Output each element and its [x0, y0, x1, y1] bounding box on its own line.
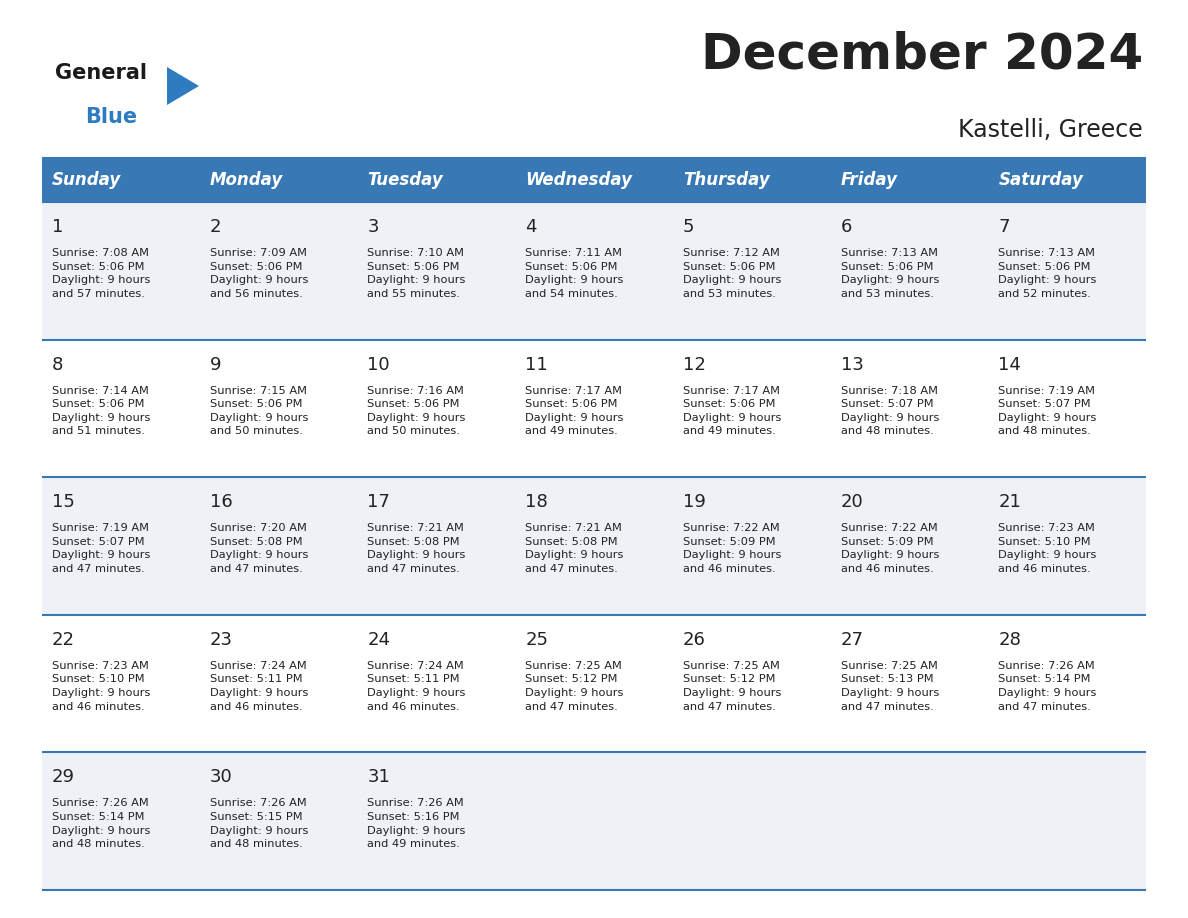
Bar	[42, 340, 1146, 477]
Text: Blue: Blue	[86, 107, 137, 127]
Text: 15: 15	[52, 493, 75, 511]
Text: 7: 7	[998, 218, 1010, 236]
Text: Sunrise: 7:15 AM
Sunset: 5:06 PM
Daylight: 9 hours
and 50 minutes.: Sunrise: 7:15 AM Sunset: 5:06 PM Dayligh…	[210, 386, 308, 436]
Text: Saturday: Saturday	[998, 171, 1083, 189]
Text: 3: 3	[367, 218, 379, 236]
Text: Sunrise: 7:22 AM
Sunset: 5:09 PM
Daylight: 9 hours
and 46 minutes.: Sunrise: 7:22 AM Sunset: 5:09 PM Dayligh…	[683, 523, 782, 574]
Text: 1: 1	[52, 218, 63, 236]
Text: December 2024: December 2024	[701, 30, 1143, 78]
Text: 12: 12	[683, 355, 706, 374]
Text: 21: 21	[998, 493, 1022, 511]
Text: 9: 9	[210, 355, 221, 374]
Text: 14: 14	[998, 355, 1022, 374]
Text: 17: 17	[367, 493, 391, 511]
Text: 22: 22	[52, 631, 75, 649]
Polygon shape	[168, 67, 200, 105]
Text: 18: 18	[525, 493, 548, 511]
Text: Sunrise: 7:11 AM
Sunset: 5:06 PM
Daylight: 9 hours
and 54 minutes.: Sunrise: 7:11 AM Sunset: 5:06 PM Dayligh…	[525, 248, 624, 298]
Text: Sunrise: 7:26 AM
Sunset: 5:15 PM
Daylight: 9 hours
and 48 minutes.: Sunrise: 7:26 AM Sunset: 5:15 PM Dayligh…	[210, 799, 308, 849]
Text: 6: 6	[841, 218, 852, 236]
Text: Sunrise: 7:23 AM
Sunset: 5:10 PM
Daylight: 9 hours
and 46 minutes.: Sunrise: 7:23 AM Sunset: 5:10 PM Dayligh…	[998, 523, 1097, 574]
Text: Sunrise: 7:12 AM
Sunset: 5:06 PM
Daylight: 9 hours
and 53 minutes.: Sunrise: 7:12 AM Sunset: 5:06 PM Dayligh…	[683, 248, 782, 298]
Text: Sunrise: 7:21 AM
Sunset: 5:08 PM
Daylight: 9 hours
and 47 minutes.: Sunrise: 7:21 AM Sunset: 5:08 PM Dayligh…	[367, 523, 466, 574]
Text: Sunrise: 7:10 AM
Sunset: 5:06 PM
Daylight: 9 hours
and 55 minutes.: Sunrise: 7:10 AM Sunset: 5:06 PM Dayligh…	[367, 248, 466, 298]
Bar	[42, 158, 1146, 202]
Text: 23: 23	[210, 631, 233, 649]
Bar	[42, 753, 1146, 890]
Text: 31: 31	[367, 768, 391, 787]
Text: 30: 30	[210, 768, 233, 787]
Text: 13: 13	[841, 355, 864, 374]
Text: Sunrise: 7:17 AM
Sunset: 5:06 PM
Daylight: 9 hours
and 49 minutes.: Sunrise: 7:17 AM Sunset: 5:06 PM Dayligh…	[525, 386, 624, 436]
Text: Sunrise: 7:24 AM
Sunset: 5:11 PM
Daylight: 9 hours
and 46 minutes.: Sunrise: 7:24 AM Sunset: 5:11 PM Dayligh…	[210, 661, 308, 711]
Text: 27: 27	[841, 631, 864, 649]
Text: Sunrise: 7:20 AM
Sunset: 5:08 PM
Daylight: 9 hours
and 47 minutes.: Sunrise: 7:20 AM Sunset: 5:08 PM Dayligh…	[210, 523, 308, 574]
Text: 24: 24	[367, 631, 391, 649]
Text: General: General	[55, 63, 147, 83]
Text: 25: 25	[525, 631, 548, 649]
Text: 10: 10	[367, 355, 390, 374]
Bar	[42, 202, 1146, 340]
Bar	[42, 615, 1146, 753]
Text: Sunrise: 7:16 AM
Sunset: 5:06 PM
Daylight: 9 hours
and 50 minutes.: Sunrise: 7:16 AM Sunset: 5:06 PM Dayligh…	[367, 386, 466, 436]
Text: Sunrise: 7:26 AM
Sunset: 5:14 PM
Daylight: 9 hours
and 47 minutes.: Sunrise: 7:26 AM Sunset: 5:14 PM Dayligh…	[998, 661, 1097, 711]
Text: Sunrise: 7:26 AM
Sunset: 5:14 PM
Daylight: 9 hours
and 48 minutes.: Sunrise: 7:26 AM Sunset: 5:14 PM Dayligh…	[52, 799, 151, 849]
Text: 28: 28	[998, 631, 1022, 649]
Text: 19: 19	[683, 493, 706, 511]
Text: 2: 2	[210, 218, 221, 236]
Text: 11: 11	[525, 355, 548, 374]
Text: Sunrise: 7:23 AM
Sunset: 5:10 PM
Daylight: 9 hours
and 46 minutes.: Sunrise: 7:23 AM Sunset: 5:10 PM Dayligh…	[52, 661, 151, 711]
Text: Sunrise: 7:25 AM
Sunset: 5:12 PM
Daylight: 9 hours
and 47 minutes.: Sunrise: 7:25 AM Sunset: 5:12 PM Dayligh…	[683, 661, 782, 711]
Text: Sunrise: 7:09 AM
Sunset: 5:06 PM
Daylight: 9 hours
and 56 minutes.: Sunrise: 7:09 AM Sunset: 5:06 PM Dayligh…	[210, 248, 308, 298]
Text: Sunrise: 7:19 AM
Sunset: 5:07 PM
Daylight: 9 hours
and 47 minutes.: Sunrise: 7:19 AM Sunset: 5:07 PM Dayligh…	[52, 523, 151, 574]
Text: Tuesday: Tuesday	[367, 171, 443, 189]
Text: Sunrise: 7:25 AM
Sunset: 5:13 PM
Daylight: 9 hours
and 47 minutes.: Sunrise: 7:25 AM Sunset: 5:13 PM Dayligh…	[841, 661, 939, 711]
Text: Wednesday: Wednesday	[525, 171, 632, 189]
Text: Sunrise: 7:14 AM
Sunset: 5:06 PM
Daylight: 9 hours
and 51 minutes.: Sunrise: 7:14 AM Sunset: 5:06 PM Dayligh…	[52, 386, 151, 436]
Text: 20: 20	[841, 493, 864, 511]
Text: 5: 5	[683, 218, 694, 236]
Bar	[42, 477, 1146, 615]
Text: Sunrise: 7:26 AM
Sunset: 5:16 PM
Daylight: 9 hours
and 49 minutes.: Sunrise: 7:26 AM Sunset: 5:16 PM Dayligh…	[367, 799, 466, 849]
Text: Sunrise: 7:13 AM
Sunset: 5:06 PM
Daylight: 9 hours
and 52 minutes.: Sunrise: 7:13 AM Sunset: 5:06 PM Dayligh…	[998, 248, 1097, 298]
Text: Monday: Monday	[210, 171, 283, 189]
Text: Sunrise: 7:19 AM
Sunset: 5:07 PM
Daylight: 9 hours
and 48 minutes.: Sunrise: 7:19 AM Sunset: 5:07 PM Dayligh…	[998, 386, 1097, 436]
Text: Sunrise: 7:24 AM
Sunset: 5:11 PM
Daylight: 9 hours
and 46 minutes.: Sunrise: 7:24 AM Sunset: 5:11 PM Dayligh…	[367, 661, 466, 711]
Text: 4: 4	[525, 218, 537, 236]
Text: Sunrise: 7:25 AM
Sunset: 5:12 PM
Daylight: 9 hours
and 47 minutes.: Sunrise: 7:25 AM Sunset: 5:12 PM Dayligh…	[525, 661, 624, 711]
Text: Sunrise: 7:22 AM
Sunset: 5:09 PM
Daylight: 9 hours
and 46 minutes.: Sunrise: 7:22 AM Sunset: 5:09 PM Dayligh…	[841, 523, 939, 574]
Text: Sunrise: 7:13 AM
Sunset: 5:06 PM
Daylight: 9 hours
and 53 minutes.: Sunrise: 7:13 AM Sunset: 5:06 PM Dayligh…	[841, 248, 939, 298]
Text: Sunday: Sunday	[52, 171, 121, 189]
Text: Friday: Friday	[841, 171, 898, 189]
Text: 16: 16	[210, 493, 233, 511]
Text: Sunrise: 7:17 AM
Sunset: 5:06 PM
Daylight: 9 hours
and 49 minutes.: Sunrise: 7:17 AM Sunset: 5:06 PM Dayligh…	[683, 386, 782, 436]
Text: 29: 29	[52, 768, 75, 787]
Text: Thursday: Thursday	[683, 171, 770, 189]
Text: Sunrise: 7:21 AM
Sunset: 5:08 PM
Daylight: 9 hours
and 47 minutes.: Sunrise: 7:21 AM Sunset: 5:08 PM Dayligh…	[525, 523, 624, 574]
Text: 26: 26	[683, 631, 706, 649]
Text: Sunrise: 7:08 AM
Sunset: 5:06 PM
Daylight: 9 hours
and 57 minutes.: Sunrise: 7:08 AM Sunset: 5:06 PM Dayligh…	[52, 248, 151, 298]
Text: 8: 8	[52, 355, 63, 374]
Text: Kastelli, Greece: Kastelli, Greece	[959, 118, 1143, 142]
Text: Sunrise: 7:18 AM
Sunset: 5:07 PM
Daylight: 9 hours
and 48 minutes.: Sunrise: 7:18 AM Sunset: 5:07 PM Dayligh…	[841, 386, 939, 436]
